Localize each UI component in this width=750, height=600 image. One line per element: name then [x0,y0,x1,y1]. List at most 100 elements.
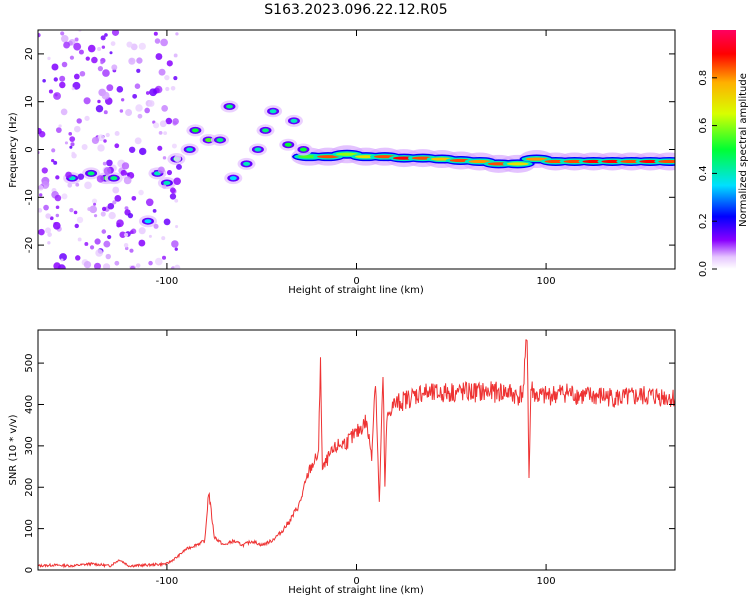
noise-speckle [97,66,103,72]
noise-speckle [87,207,92,212]
noise-speckle [53,262,61,269]
noise-speckle [68,132,73,136]
noise-speckle [114,195,122,202]
noise-speckle [72,81,81,90]
noise-speckle [112,200,117,205]
noise-speckle [77,173,85,180]
noise-speckle [154,38,161,44]
noise-speckle [164,74,170,81]
noise-speckle [138,239,146,247]
noise-speckle [84,115,90,121]
noise-speckle [55,205,60,210]
noise-speckle [100,60,104,65]
noise-speckle [111,30,120,36]
ridge-point [336,152,359,156]
noise-speckle [159,120,167,128]
snr-panel: -100 0 100 0 100 200 300 400 500 Height of strai… [8,329,676,596]
noise-speckle [69,145,73,149]
noise-speckle [69,207,74,213]
noise-speckle [175,32,179,36]
noise-speckle [101,206,107,212]
noise-speckle [155,53,163,60]
noise-speckle [138,189,144,196]
x-tick-label: -100 [156,576,179,587]
noise-speckle [171,143,177,149]
blob-point [290,118,298,123]
noise-speckle [55,213,60,218]
noise-speckle [104,33,108,37]
colorbar-tick-label: 0.6 [698,118,709,134]
snr-ticks: -100 0 100 0 100 200 300 400 500 [24,330,675,587]
noise-speckle [60,258,64,262]
noise-speckle [74,37,79,42]
noise-speckle [158,68,166,76]
y-tick-label: 0 [24,146,35,152]
noise-speckle [102,263,111,269]
x-tick-label: 0 [353,276,359,287]
noise-speckle [103,110,108,115]
blob-point [254,147,262,152]
noise-speckle [38,33,41,38]
blob-point [299,147,307,152]
ridge-point [506,162,529,166]
noise-speckle [166,169,173,176]
noise-speckle [153,31,158,36]
y-tick-label: 10 [24,95,35,108]
noise-speckle [63,41,71,49]
noise-speckle [126,172,130,177]
noise-speckle [124,206,129,211]
ridge-point [658,159,675,164]
noise-speckle [165,117,173,125]
noise-speckle [131,195,137,201]
noise-speckle [154,257,163,266]
noise-speckle [148,260,153,266]
noise-speckle [60,108,68,116]
noise-speckle [102,161,107,166]
noise-speckle [138,42,146,50]
noise-speckle [61,61,68,68]
noise-speckle [101,91,110,100]
y-tick-label: 300 [24,436,35,455]
noise-speckle [176,163,182,170]
noise-speckle [130,265,136,269]
blob-point [229,176,237,181]
blob-point [144,219,152,224]
ridge-point [468,159,491,164]
noise-speckle [163,218,171,226]
noise-speckle [162,184,167,189]
noise-speckle [69,136,76,142]
noise-speckle [73,210,78,215]
noise-speckle [54,194,62,202]
blob-point [87,171,95,176]
noise-speckle [153,223,159,229]
noise-speckle [107,202,115,210]
blob-point [269,109,277,114]
noise-speckle [91,136,99,145]
snr-x-label: Height of straight line (km) [288,585,424,596]
blob-point [110,176,118,181]
noise-speckle [110,41,116,46]
noise-speckle [148,234,152,238]
noise-speckle [112,186,120,194]
noise-speckle [169,193,177,200]
noise-speckle [123,176,132,185]
noise-speckle [55,175,60,180]
blob-point [225,104,233,109]
noise-speckle [161,105,168,112]
spectrogram-y-label: Frequency (Hz) [8,112,19,188]
noise-speckle [51,158,55,163]
noise-speckle [116,219,124,228]
noise-speckle [59,75,66,82]
noise-speckle [114,130,120,136]
noise-speckle [65,171,72,179]
y-tick-label: 20 [24,48,35,61]
y-tick-label: 400 [24,395,35,414]
noise-speckle [165,86,170,92]
snr-y-label: SNR (10 * v/v) [8,414,19,485]
noise-speckle [91,198,98,204]
noise-speckle [38,127,42,135]
noise-speckle [71,87,75,91]
noise-speckle [97,144,105,152]
